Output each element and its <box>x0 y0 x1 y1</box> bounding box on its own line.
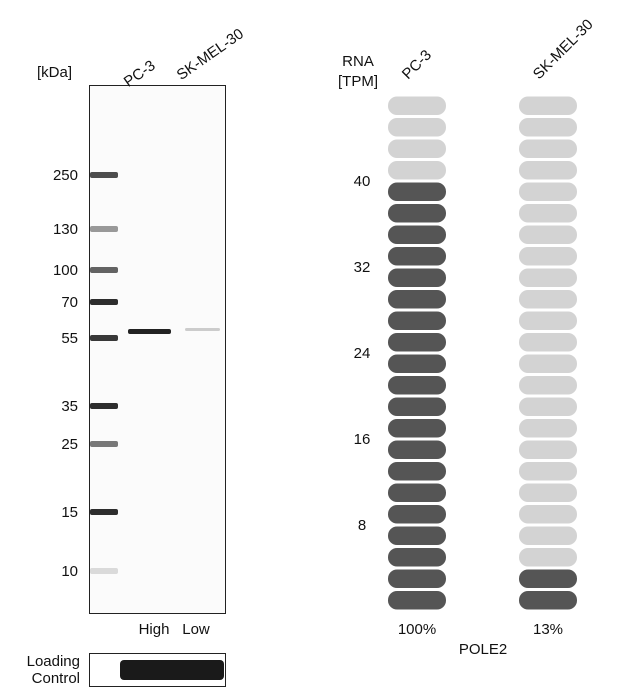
rna-segment <box>388 440 446 459</box>
ladder-band <box>90 403 118 409</box>
rna-segment <box>519 333 577 352</box>
blot-frame <box>89 85 226 614</box>
lane-level: High <box>139 621 170 638</box>
rna-segment <box>388 290 446 309</box>
rna-segment <box>519 268 577 287</box>
rna-segment <box>519 311 577 330</box>
ladder-band <box>90 509 118 515</box>
marker-label: 70 <box>61 294 78 311</box>
y-tick-label: 32 <box>354 259 371 276</box>
rna-segment <box>388 96 446 115</box>
rna-segment <box>519 161 577 180</box>
ladder-band <box>90 172 118 178</box>
marker-label: 25 <box>61 436 78 453</box>
gene-name: POLE2 <box>459 641 507 658</box>
rna-segment <box>388 139 446 158</box>
band <box>185 328 220 331</box>
rna-segment <box>388 483 446 502</box>
y-tick-label: 40 <box>354 173 371 190</box>
rna-segment <box>519 204 577 223</box>
rna-segment <box>519 290 577 309</box>
marker-label: 250 <box>53 167 78 184</box>
ladder-band <box>90 568 118 574</box>
marker-label: 130 <box>53 221 78 238</box>
rna-segment <box>388 182 446 201</box>
rna-segment <box>388 311 446 330</box>
rna-segment <box>388 268 446 287</box>
rna-segment <box>519 569 577 588</box>
rna-segment <box>519 376 577 395</box>
rna-segment <box>388 354 446 373</box>
y-tick-label: 8 <box>358 517 366 534</box>
rna-segment <box>388 225 446 244</box>
rna-segment <box>388 397 446 416</box>
marker-label: 15 <box>61 504 78 521</box>
rna-segment <box>519 225 577 244</box>
ladder-band <box>90 335 118 341</box>
rna-segment <box>519 591 577 610</box>
y-tick-label: 16 <box>354 431 371 448</box>
ladder-band <box>90 267 118 273</box>
rna-segment <box>519 440 577 459</box>
y-tick-label: 24 <box>354 345 371 362</box>
rna-segment <box>519 462 577 481</box>
rna-segment <box>519 397 577 416</box>
marker-label: 55 <box>61 330 78 347</box>
rna-segment <box>519 419 577 438</box>
rna-segment <box>388 505 446 524</box>
loading-band <box>120 660 224 680</box>
rna-segment <box>519 548 577 567</box>
rna-segment <box>388 161 446 180</box>
percent-label: 13% <box>533 621 563 638</box>
ladder-band <box>90 226 118 232</box>
rna-segment <box>519 118 577 137</box>
rna-segment <box>519 247 577 266</box>
rna-segment <box>519 526 577 545</box>
marker-label: 100 <box>53 262 78 279</box>
rna-segment <box>388 333 446 352</box>
ladder-band <box>90 299 118 305</box>
rna-segment <box>519 182 577 201</box>
rna-segment <box>519 354 577 373</box>
rna-segment <box>388 591 446 610</box>
marker-label: 35 <box>61 398 78 415</box>
rna-segment <box>388 376 446 395</box>
rna-segment <box>388 462 446 481</box>
rna-segment <box>388 118 446 137</box>
rna-segment <box>519 505 577 524</box>
rna-segment <box>519 139 577 158</box>
marker-label: 10 <box>61 563 78 580</box>
rna-segment <box>388 247 446 266</box>
rna-segment <box>388 204 446 223</box>
rna-segment <box>519 483 577 502</box>
rna-segment <box>388 419 446 438</box>
ladder-band <box>90 441 118 447</box>
rna-segment <box>388 548 446 567</box>
rna-segment <box>388 569 446 588</box>
rna-segment <box>519 96 577 115</box>
loading-label: Loading Control <box>27 653 80 687</box>
unit-label: [kDa] <box>37 64 72 81</box>
rna-label: RNA <box>342 53 374 70</box>
band <box>128 329 171 334</box>
rna-segment <box>388 526 446 545</box>
rna-label: [TPM] <box>338 73 378 90</box>
lane-level: Low <box>182 621 210 638</box>
percent-label: 100% <box>398 621 436 638</box>
